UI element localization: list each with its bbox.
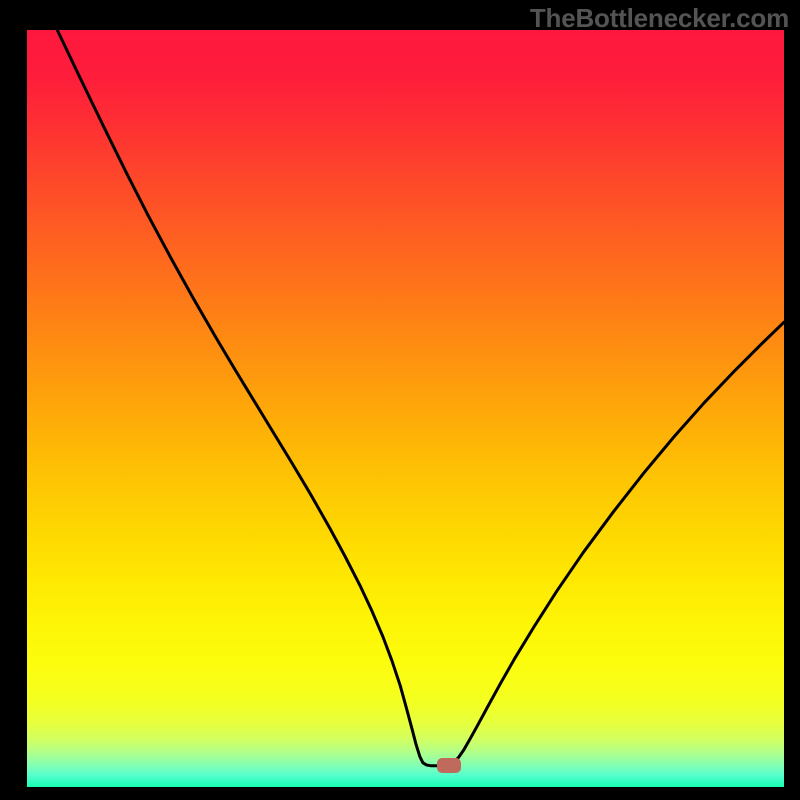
bottleneck-curve — [57, 30, 784, 766]
optimum-marker — [437, 758, 461, 773]
chart-curve-layer — [27, 30, 784, 787]
chart-plot-area — [27, 30, 784, 787]
